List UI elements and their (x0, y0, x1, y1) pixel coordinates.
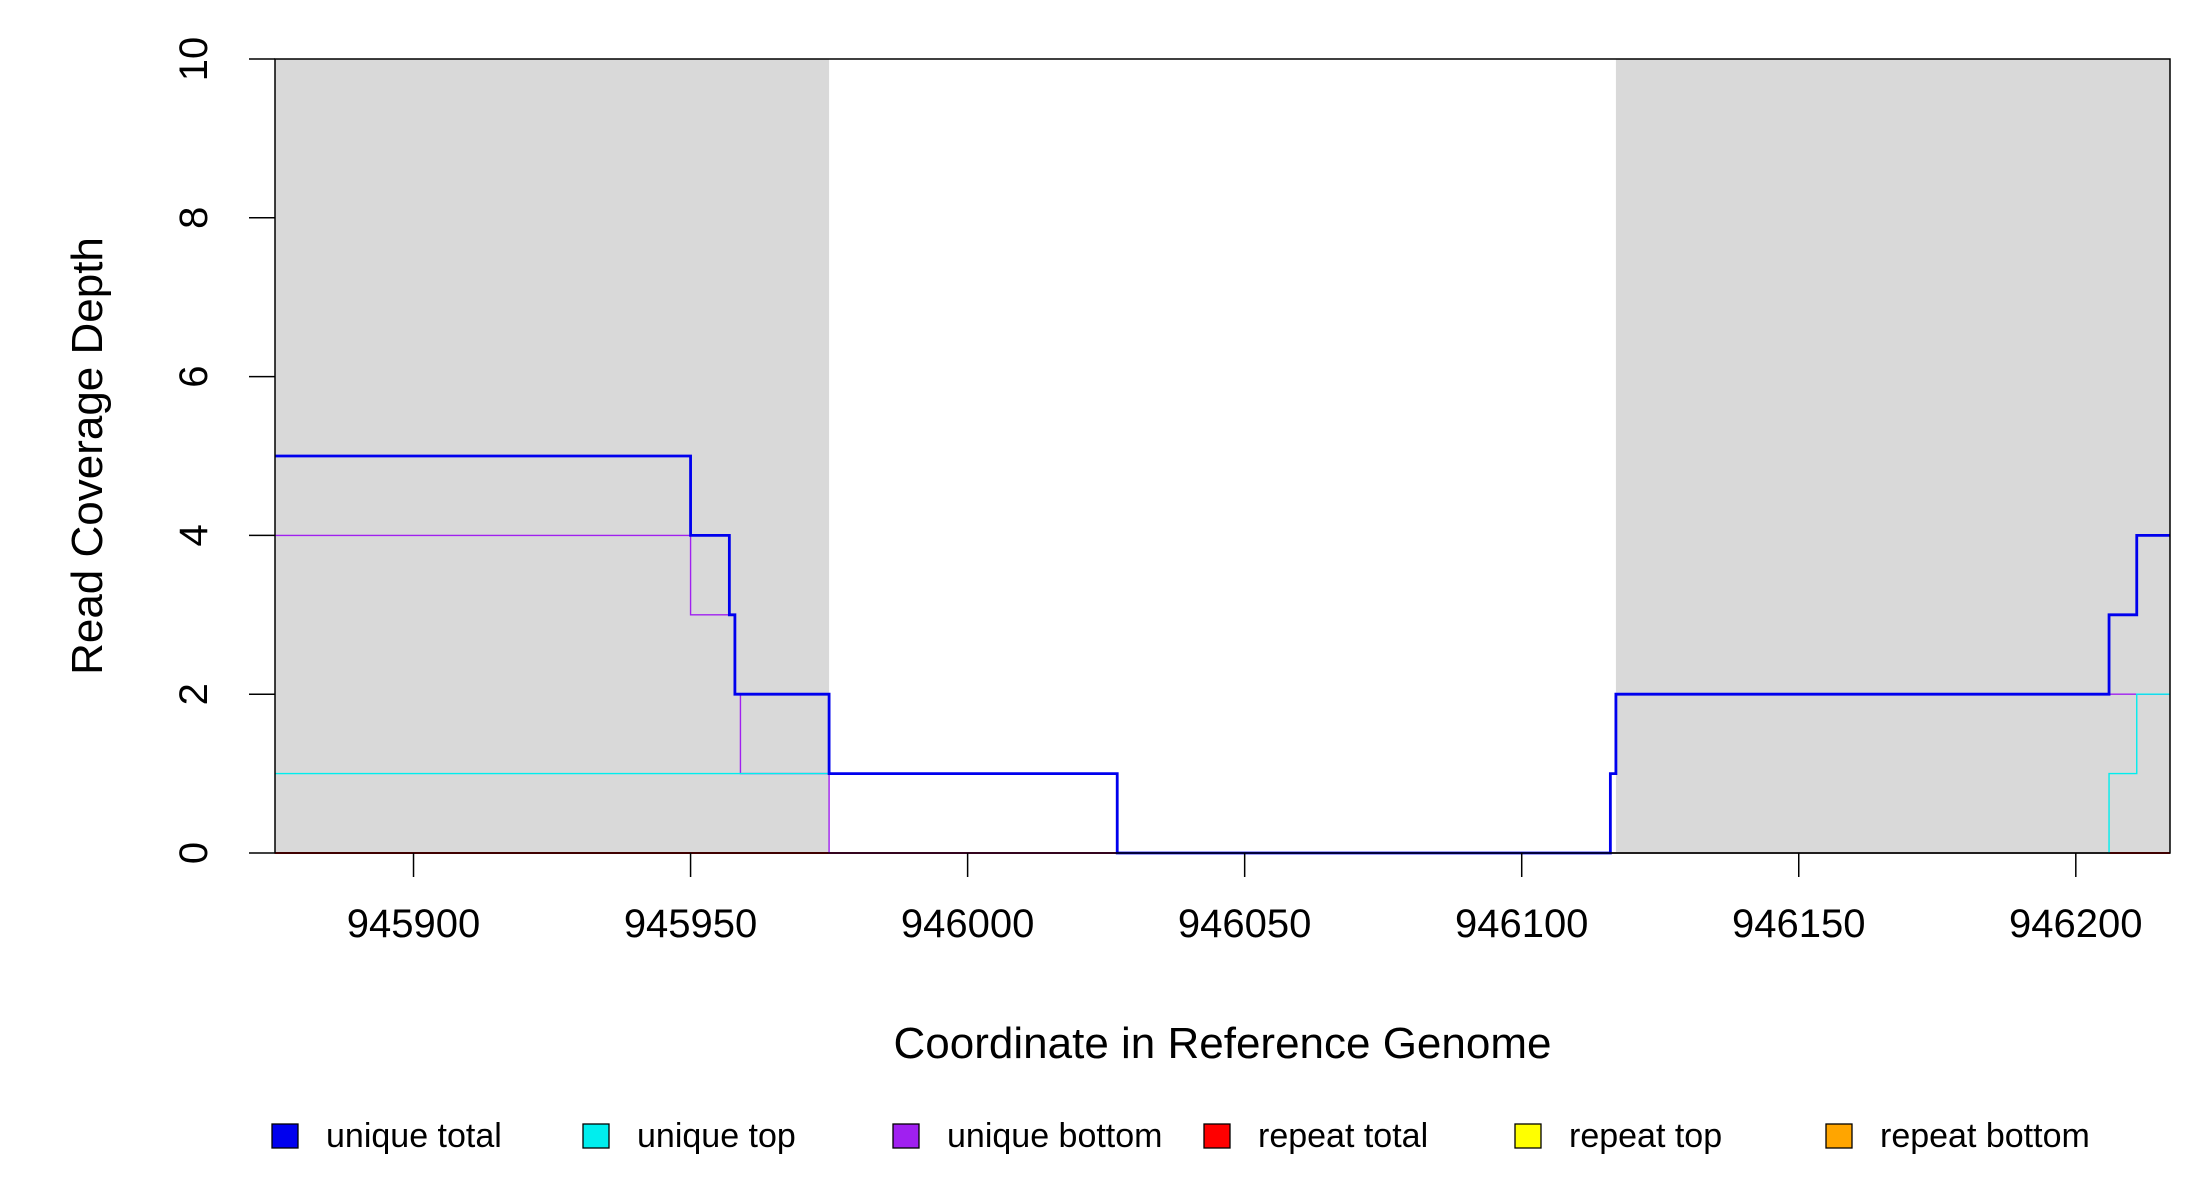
shaded-regions (275, 59, 2170, 853)
x-axis-title: Coordinate in Reference Genome (894, 1019, 1552, 1068)
legend-swatch-unique-total (271, 1123, 299, 1149)
legend: unique total unique top unique bottom repea… (271, 1117, 2090, 1155)
y-axis-title: Read Coverage Depth (63, 237, 112, 675)
legend-swatch-repeat-bottom (1825, 1123, 1853, 1149)
plot-frame (274, 58, 2171, 854)
y-tick-label-2: 2 (172, 683, 216, 705)
y-tick-label-0: 0 (172, 842, 216, 864)
legend-label-unique-bottom: unique bottom (947, 1117, 1163, 1155)
y-axis: 0 2 4 6 8 10 (172, 37, 275, 864)
legend-label-repeat-bottom: repeat bottom (1880, 1117, 2090, 1155)
shaded-region-2 (1615, 59, 2170, 853)
x-axis: 945900 945950 946000 946050 946100 946150 9462… (347, 853, 2143, 946)
legend-swatch-repeat-top (1514, 1123, 1542, 1149)
legend-label-unique-total: unique total (326, 1117, 502, 1155)
x-tick-label-946200: 946200 (2009, 902, 2142, 946)
legend-swatch-unique-top (582, 1123, 610, 1149)
y-tick-label-4: 4 (172, 524, 216, 546)
legend-swatch-repeat-total (1203, 1123, 1231, 1149)
x-tick-label-945900: 945900 (347, 902, 480, 946)
x-tick-label-946100: 946100 (1455, 902, 1588, 946)
x-tick-label-946150: 946150 (1732, 902, 1865, 946)
x-tick-label-946000: 946000 (901, 902, 1034, 946)
y-tick-label-10: 10 (172, 37, 216, 82)
legend-label-repeat-total: repeat total (1258, 1117, 1428, 1155)
legend-label-repeat-top: repeat top (1569, 1117, 1722, 1155)
legend-label-unique-top: unique top (637, 1117, 796, 1155)
y-tick-label-8: 8 (172, 207, 216, 229)
legend-swatch-unique-bottom (892, 1123, 920, 1149)
y-tick-label-6: 6 (172, 365, 216, 387)
x-tick-label-946050: 946050 (1178, 902, 1311, 946)
series-line-unique-total (275, 454, 2170, 855)
x-tick-label-945950: 945950 (624, 902, 757, 946)
